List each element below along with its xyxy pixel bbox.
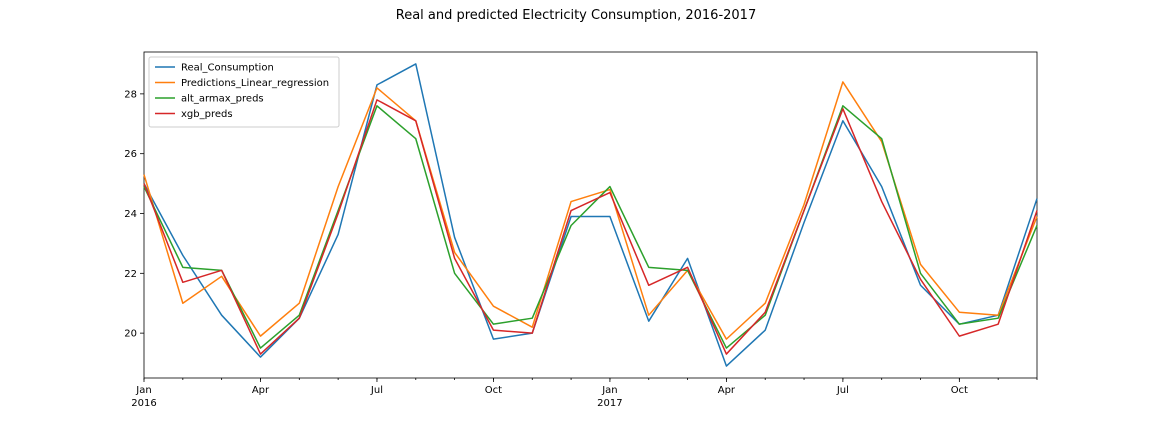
x-tick-label: Oct	[951, 385, 968, 396]
x-tick-label: Jul	[370, 385, 383, 396]
x-tick-label: Apr	[718, 385, 736, 396]
x-tick-year-label: 2017	[597, 398, 622, 409]
legend-box	[148, 56, 340, 128]
chart-title: Real and predicted Electricity Consumpti…	[396, 8, 756, 23]
x-tick-label: Oct	[485, 385, 502, 396]
series-line-xgb-preds	[143, 99, 1038, 355]
y-axis: 20 22 24 26 28	[124, 89, 144, 340]
x-tick-year-label: 2016	[131, 398, 156, 409]
legend-label: Predictions_Linear_regression	[181, 78, 329, 89]
x-tick-label: Jul	[836, 385, 849, 396]
legend-label: xgb_preds	[181, 109, 233, 120]
plot-frame	[143, 51, 1038, 379]
y-tick-label: 22	[124, 269, 137, 280]
y-tick-label: 28	[124, 89, 137, 100]
y-tick-label: 26	[124, 149, 137, 160]
x-axis: Jan 2016 Apr Jul Oct Jan 2017 Apr Jul Oct	[131, 378, 1038, 409]
y-tick-label: 24	[124, 209, 137, 220]
series-layer	[143, 63, 1038, 367]
x-tick-label: Jan	[135, 385, 151, 396]
x-tick-label: Apr	[252, 385, 270, 396]
legend: Real_Consumption Predictions_Linear_regre…	[148, 56, 340, 128]
x-tick-label: Jan	[601, 385, 617, 396]
legend-label: Real_Consumption	[181, 63, 274, 74]
series-line-alt-armax-preds	[143, 105, 1038, 349]
y-tick-label: 20	[124, 329, 137, 340]
legend-label: alt_armax_preds	[181, 94, 264, 105]
